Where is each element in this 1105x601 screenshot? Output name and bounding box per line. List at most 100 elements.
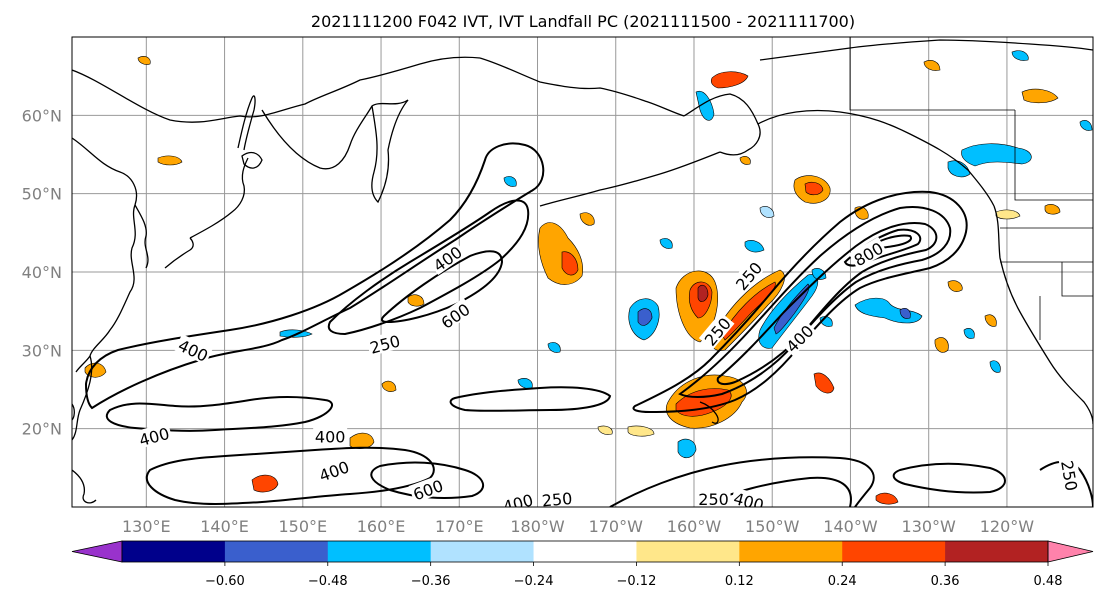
colorbar-tick-label: −0.36 [411, 574, 451, 589]
pc-positive-patch [995, 209, 1021, 220]
contour-label: 250 [1057, 457, 1083, 494]
pc-negative-patch [677, 438, 697, 459]
chukotka [479, 57, 685, 117]
hawaii [699, 401, 719, 424]
pc-positive-patch [381, 380, 397, 392]
latitude-labels: 60°N 50°N 40°N 30°N 20°N [22, 106, 62, 438]
pc-negative-patch [659, 238, 673, 249]
japan-kyushu [164, 237, 194, 269]
pc-positive-patch [157, 155, 183, 166]
pc-positive-patch [251, 474, 279, 493]
coastlines [72, 39, 1093, 504]
pc-positive-patch [813, 372, 835, 394]
contour-label: 250 [698, 312, 735, 350]
contour-label: 250 [539, 487, 575, 511]
pc-positive-patch [349, 432, 375, 449]
colorbar-tick-label: 0.36 [931, 574, 960, 589]
pc-negative-patch [759, 206, 775, 218]
colorbar-tick-label: 0.48 [1034, 574, 1063, 589]
philippines [72, 469, 97, 504]
pc-negative-patch [899, 308, 911, 319]
pc-positive-patch [804, 181, 824, 196]
pc-positive-patch [984, 314, 997, 327]
map-frame [71, 36, 1094, 508]
pc-negative-patch [503, 176, 517, 187]
colorbar-frame [121, 540, 1049, 563]
hokkaido [241, 151, 263, 169]
pc-positive-patch [1044, 204, 1061, 215]
contour-400-east [678, 206, 952, 398]
colorbar-segment [533, 541, 637, 562]
colorbar-segment [122, 541, 226, 562]
pc-negative-patch [963, 328, 975, 339]
pc-positive-patch [739, 156, 751, 165]
colorbar-segment [945, 541, 1049, 562]
colorbar-tick-label: 0.12 [725, 574, 754, 589]
pc-positive-patch [947, 280, 963, 292]
pc-negative-patch [744, 240, 765, 253]
asia-coastline [72, 137, 138, 373]
colorbar-segment [224, 541, 329, 562]
political-boundaries [849, 37, 1093, 340]
pc-negative-patch [1079, 120, 1093, 131]
longitude-label: 140°W [823, 517, 878, 536]
kamchatka [371, 99, 409, 204]
colorbar-tick-label: −0.24 [514, 574, 554, 589]
longitude-label: 160°E [357, 517, 406, 536]
contour-250-east [632, 190, 968, 414]
pc-negative-patch [989, 360, 1001, 373]
colorbar-tick-label: −0.48 [308, 574, 348, 589]
colorbar-segment [842, 541, 946, 562]
svg-text:400: 400 [315, 428, 346, 447]
siberia-coast [72, 56, 481, 123]
contour-bottom-right [892, 462, 1006, 494]
canada-coast [993, 205, 1093, 425]
pc-negative-patch [1011, 50, 1029, 61]
pc-negative-patch [695, 90, 715, 121]
sakhalin [237, 95, 256, 151]
longitude-label: 140°E [200, 517, 249, 536]
alaska-south [757, 109, 995, 207]
contour-600-west [380, 250, 504, 324]
pc-positive-patch [137, 56, 151, 65]
longitude-label: 170°E [435, 517, 484, 536]
contour-600-south [370, 461, 484, 499]
colorbar-segment [430, 541, 535, 562]
contour-600-east [716, 222, 938, 386]
contour-label: 800 [848, 236, 888, 270]
aleutians [539, 151, 721, 207]
pc-positive-patch [627, 425, 655, 437]
latitude-label: 50°N [22, 185, 62, 204]
contour-250-bottom-east [609, 456, 875, 507]
longitude-label: 130°E [122, 517, 171, 536]
colorbar-segment [739, 541, 843, 562]
colorbar-tick-label: −0.60 [205, 574, 245, 589]
pc-positive-patch [561, 251, 579, 276]
contour-label: 250 [696, 489, 731, 507]
pc-negative-patch [811, 268, 827, 280]
pc-positive-patch [407, 294, 425, 307]
svg-text:250: 250 [541, 489, 573, 511]
colorbar-tick-label: 0.24 [828, 574, 857, 589]
contour-label: 400 [135, 422, 173, 450]
colorbar-extend-max [1047, 540, 1094, 563]
contour-250-south [449, 386, 612, 412]
contour-label: 400 [313, 426, 348, 447]
longitude-labels: 130°E 140°E 150°E 160°E 170°E 180°W 170°W 160°W… [122, 517, 1034, 536]
pc-positive-patch [1021, 88, 1059, 104]
longitude-label: 150°W [745, 517, 800, 536]
longitude-label: 120°W [980, 517, 1035, 536]
colorbar [71, 540, 1094, 563]
colorbar-segment [327, 541, 432, 562]
pc-negative-patch [547, 342, 561, 353]
okhotsk-coast [261, 99, 409, 170]
pc-positive-patch [697, 284, 709, 302]
figure-title: 2021111200 F042 IVT, IVT Landfall PC (20… [311, 12, 855, 31]
latitude-label: 40°N [22, 263, 62, 282]
pc-positive-patch [597, 425, 613, 435]
contour-400-south [145, 446, 435, 505]
colorbar-tick-label: −0.12 [617, 574, 657, 589]
pc-positive-patch [710, 71, 749, 89]
